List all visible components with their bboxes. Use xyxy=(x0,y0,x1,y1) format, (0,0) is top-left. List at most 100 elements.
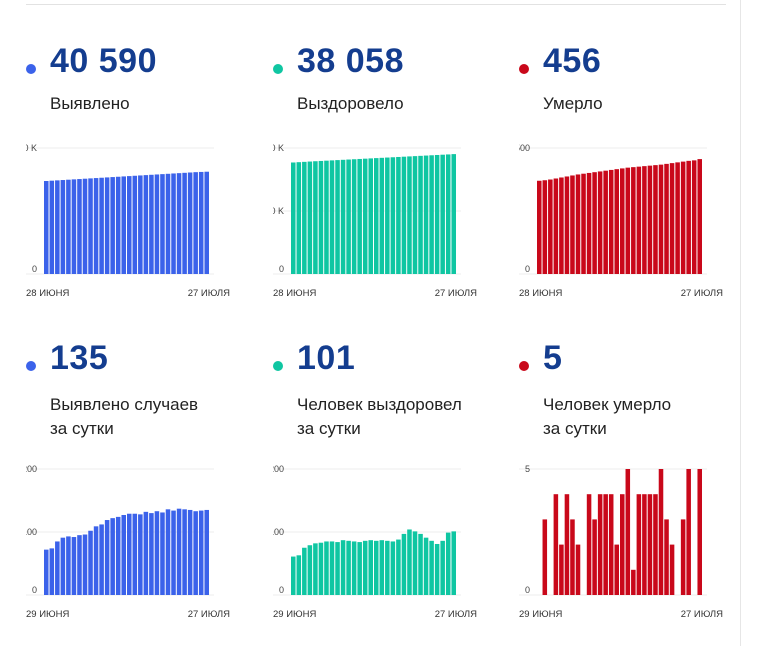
x-end-label: 27 ИЮЛЯ xyxy=(188,609,230,620)
stat-label-line2: за сутки xyxy=(50,419,114,438)
bar xyxy=(55,180,60,274)
bar xyxy=(204,171,209,274)
y-tick-label: 50 K xyxy=(26,143,37,153)
bar xyxy=(691,160,697,274)
bar xyxy=(445,154,451,274)
bar xyxy=(548,179,553,274)
bar xyxy=(143,175,149,274)
bar xyxy=(603,494,608,595)
stat-value: 40 590 xyxy=(50,42,157,80)
bar xyxy=(620,168,625,274)
bar-chart: 0 50 K 28 ИЮНЯ 27 ИЮЛЯ xyxy=(26,143,230,299)
bar xyxy=(653,165,658,274)
bar xyxy=(379,540,385,595)
bar xyxy=(313,161,318,274)
bar xyxy=(104,177,110,274)
bar xyxy=(553,178,559,274)
bar xyxy=(187,172,193,274)
bar xyxy=(374,540,379,595)
bar xyxy=(318,542,324,595)
bar xyxy=(620,494,625,595)
y-tick-label: 200 xyxy=(273,464,284,474)
bar xyxy=(171,510,176,595)
bar xyxy=(204,509,209,595)
bar xyxy=(385,157,390,274)
bar xyxy=(291,556,296,595)
bar xyxy=(625,469,631,595)
bar xyxy=(686,469,691,595)
bar xyxy=(451,154,456,274)
bar xyxy=(592,172,597,274)
bar xyxy=(396,156,401,274)
bar xyxy=(418,155,423,274)
bar xyxy=(407,529,412,595)
bar xyxy=(127,176,132,274)
blue-dot-icon xyxy=(26,64,36,74)
bar xyxy=(642,166,647,274)
bar xyxy=(614,544,619,595)
bar xyxy=(440,540,445,595)
bar xyxy=(440,154,445,274)
bar xyxy=(346,540,351,595)
stat-label-line2: за сутки xyxy=(297,419,361,438)
bar xyxy=(104,520,110,595)
bar-chart: 0 20 K 40 K 28 ИЮНЯ 27 ИЮЛЯ xyxy=(273,143,477,299)
bar xyxy=(132,175,138,274)
teal-dot-icon xyxy=(273,64,283,74)
bar xyxy=(669,544,675,595)
bar xyxy=(575,544,581,595)
bar xyxy=(608,494,614,595)
bar xyxy=(49,180,55,274)
bar xyxy=(198,171,204,274)
card-detected-total: 40 590 Выявлено 0 50 K 28 ИЮНЯ 27 ИЮЛЯ xyxy=(26,42,266,362)
stat-value: 5 xyxy=(543,339,563,377)
bar xyxy=(385,540,390,595)
bar xyxy=(44,549,49,595)
bar xyxy=(362,540,368,595)
bar xyxy=(597,171,603,274)
bar xyxy=(537,180,542,274)
bar xyxy=(575,174,581,274)
bar xyxy=(614,169,619,274)
x-start-label: 29 ИЮНЯ xyxy=(26,609,69,620)
bar xyxy=(357,542,362,595)
bar xyxy=(318,160,324,274)
bar xyxy=(99,177,104,274)
x-start-label: 28 ИЮНЯ xyxy=(26,288,69,299)
bar xyxy=(597,494,603,595)
bar xyxy=(658,164,664,274)
bar xyxy=(603,170,608,274)
bar xyxy=(374,158,379,274)
bar xyxy=(412,156,418,274)
bar xyxy=(71,179,77,274)
bar xyxy=(559,544,564,595)
bar xyxy=(82,534,88,595)
bar xyxy=(187,509,193,595)
bar xyxy=(44,181,49,274)
bar xyxy=(198,510,204,595)
bar xyxy=(171,173,176,274)
bar xyxy=(401,156,407,274)
bar xyxy=(193,511,198,595)
card-recovered-daily: 101 Человек выздоровел за сутки 0 100 200 2… xyxy=(273,339,513,659)
bar xyxy=(71,537,77,595)
bar xyxy=(686,160,691,274)
bar xyxy=(445,532,451,595)
bar xyxy=(93,178,99,274)
bar xyxy=(647,494,653,595)
y-tick-label: 0 xyxy=(279,585,284,595)
bar xyxy=(88,178,93,274)
stat-label: Умерло xyxy=(543,94,603,113)
bar xyxy=(307,161,313,274)
bar xyxy=(570,519,575,595)
bar xyxy=(60,180,66,274)
bar xyxy=(669,163,675,274)
bar xyxy=(176,173,182,274)
x-start-label: 29 ИЮНЯ xyxy=(273,609,316,620)
bar xyxy=(451,531,456,595)
x-end-label: 27 ИЮЛЯ xyxy=(681,288,723,299)
bar xyxy=(586,494,592,595)
stat-value: 38 058 xyxy=(297,42,404,80)
bar xyxy=(664,519,669,595)
red-dot-icon xyxy=(519,361,529,371)
